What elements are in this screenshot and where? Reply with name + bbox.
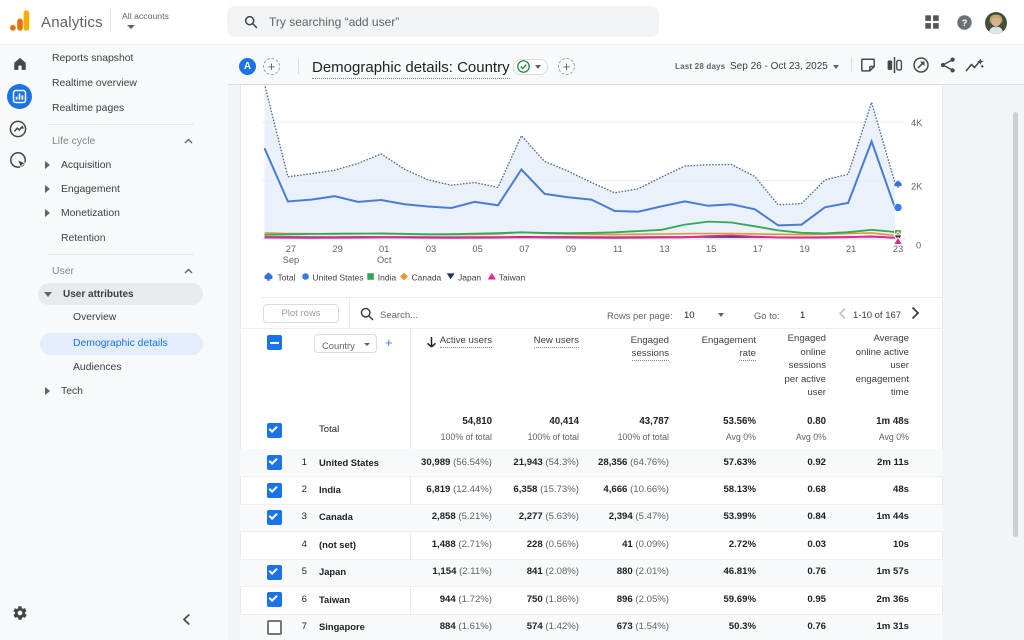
svg-text:17: 17 (753, 244, 763, 254)
svg-text:Oct: Oct (377, 255, 392, 265)
svg-text:?: ? (962, 18, 968, 29)
svg-text:29: 29 (332, 244, 342, 254)
svg-text:0: 0 (916, 241, 921, 251)
svg-text:2K: 2K (911, 182, 923, 192)
svg-text:09: 09 (566, 244, 576, 254)
svg-text:07: 07 (519, 244, 529, 254)
svg-text:Canada: Canada (412, 273, 442, 283)
svg-text:United States: United States (313, 273, 364, 283)
svg-text:03: 03 (426, 244, 436, 254)
svg-text:05: 05 (472, 244, 482, 254)
svg-text:27: 27 (286, 244, 296, 254)
svg-text:19: 19 (799, 244, 809, 254)
svg-text:Taiwan: Taiwan (499, 273, 526, 283)
svg-text:4K: 4K (911, 118, 923, 128)
svg-text:23: 23 (893, 244, 903, 254)
svg-text:Japan: Japan (458, 273, 481, 283)
svg-text:Sep: Sep (283, 255, 300, 265)
svg-text:15: 15 (706, 244, 716, 254)
svg-text:India: India (378, 273, 397, 283)
svg-text:21: 21 (846, 244, 856, 254)
svg-text:Total: Total (278, 273, 296, 283)
svg-text:13: 13 (659, 244, 669, 254)
svg-text:11: 11 (613, 244, 623, 254)
svg-text:01: 01 (379, 244, 389, 254)
